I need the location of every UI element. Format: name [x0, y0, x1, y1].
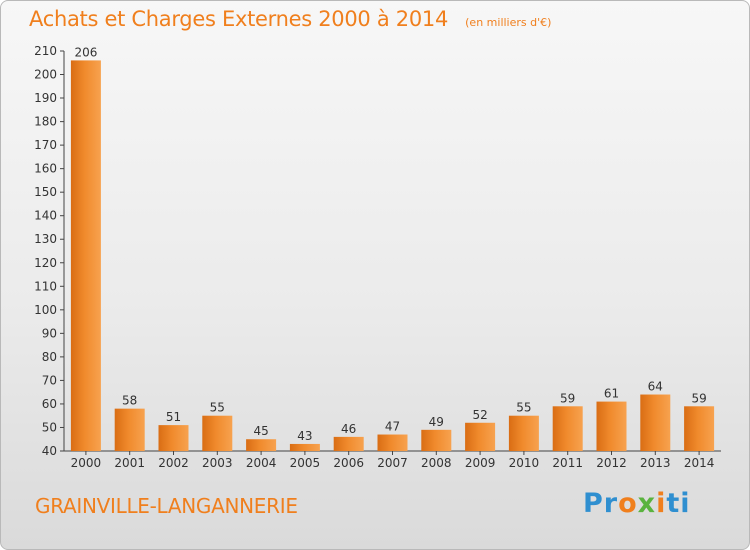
logo-part-1: Pr	[583, 488, 619, 519]
value-label-2011: 59	[560, 391, 575, 405]
value-label-2006: 46	[341, 422, 356, 436]
chart-unit-note: (en milliers d'€)	[465, 16, 552, 29]
x-tick-label-2006: 2006	[333, 456, 364, 470]
proxiti-logo: Proxiti	[583, 488, 691, 519]
bar-2014	[684, 406, 715, 451]
value-label-2007: 47	[385, 420, 400, 434]
value-label-2008: 49	[429, 415, 444, 429]
value-label-2000: 206	[74, 45, 97, 59]
commune-name: GRAINVILLE-LANGANNERIE	[35, 494, 298, 518]
x-tick-label-2014: 2014	[684, 456, 715, 470]
y-tick-label: 110	[34, 279, 57, 293]
y-tick-label: 60	[42, 397, 57, 411]
value-label-2004: 45	[253, 424, 268, 438]
bar-2012	[596, 401, 627, 451]
y-tick-label: 80	[42, 350, 57, 364]
y-tick-label: 50	[42, 420, 57, 434]
y-tick-label: 140	[34, 209, 57, 223]
bar-2002	[158, 425, 189, 451]
logo-part-5: ti	[666, 488, 691, 519]
chart-title: Achats et Charges Externes 2000 à 2014	[29, 7, 449, 31]
value-label-2002: 51	[166, 410, 181, 424]
x-tick-label-2004: 2004	[246, 456, 277, 470]
y-tick-label: 100	[34, 303, 57, 317]
bar-2003	[202, 415, 233, 451]
x-tick-label-2008: 2008	[421, 456, 452, 470]
x-tick-label-2007: 2007	[377, 456, 408, 470]
x-tick-label-2003: 2003	[202, 456, 233, 470]
bar-2011	[552, 406, 583, 451]
value-label-2001: 58	[122, 394, 137, 408]
y-tick-label: 130	[34, 232, 57, 246]
y-tick-label: 70	[42, 373, 57, 387]
bar-2009	[465, 422, 496, 451]
y-tick-label: 150	[34, 185, 57, 199]
bar-2006	[333, 436, 364, 451]
value-label-2005: 43	[297, 429, 312, 443]
x-tick-label-2012: 2012	[596, 456, 627, 470]
bar-2007	[377, 434, 408, 451]
bar-2013	[640, 394, 671, 451]
y-tick-label: 160	[34, 162, 57, 176]
x-tick-label-2010: 2010	[509, 456, 540, 470]
x-tick-label-2013: 2013	[640, 456, 671, 470]
bar-2008	[421, 429, 452, 451]
value-label-2013: 64	[648, 380, 663, 394]
value-label-2010: 55	[516, 401, 531, 415]
bar-2005	[289, 443, 320, 451]
y-tick-label: 210	[34, 44, 57, 58]
x-tick-label-2005: 2005	[290, 456, 321, 470]
value-label-2014: 59	[691, 391, 706, 405]
value-label-2012: 61	[604, 387, 619, 401]
y-tick-label: 180	[34, 115, 57, 129]
bar-2000	[70, 60, 101, 451]
chart-title-row: Achats et Charges Externes 2000 à 2014 (…	[29, 7, 551, 31]
y-tick-label: 40	[42, 444, 57, 458]
x-tick-label-2001: 2001	[114, 456, 145, 470]
value-label-2009: 52	[472, 408, 487, 422]
y-tick-label: 200	[34, 68, 57, 82]
y-tick-label: 190	[34, 91, 57, 105]
logo-part-2: o	[618, 488, 638, 519]
y-tick-label: 90	[42, 326, 57, 340]
y-tick-label: 170	[34, 138, 57, 152]
x-tick-label-2000: 2000	[71, 456, 102, 470]
x-tick-label-2002: 2002	[158, 456, 189, 470]
logo-part-3: x	[637, 488, 657, 519]
logo-part-4: i	[656, 488, 667, 519]
bar-2004	[246, 439, 277, 451]
x-tick-label-2009: 2009	[465, 456, 496, 470]
bar-2010	[508, 415, 539, 451]
x-tick-label-2011: 2011	[552, 456, 583, 470]
value-label-2003: 55	[210, 401, 225, 415]
y-tick-label: 120	[34, 256, 57, 270]
bar-2001	[114, 408, 145, 451]
